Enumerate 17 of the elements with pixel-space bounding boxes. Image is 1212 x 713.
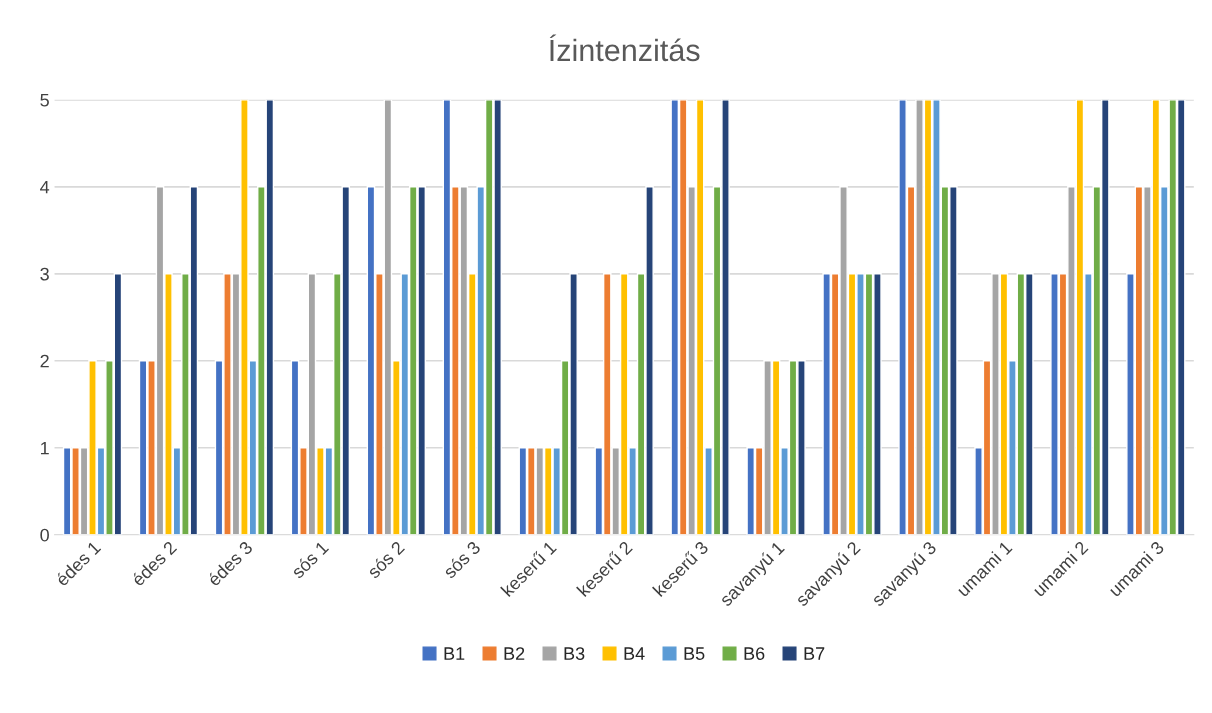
y-tick-label: 5 (40, 93, 49, 107)
legend-label: B2 (504, 647, 525, 660)
legend-label: B7 (804, 647, 825, 660)
legend-label: B6 (744, 647, 765, 660)
y-tick-label: 2 (40, 354, 49, 368)
legend-label: B3 (564, 647, 585, 660)
x-tick-label: sós 2 (366, 540, 406, 580)
x-tick-label: sós 3 (441, 540, 482, 580)
chart-title: Ízintenzitás (549, 34, 700, 62)
y-tick-label: 1 (41, 441, 49, 455)
legend-label: B5 (684, 647, 705, 660)
y-tick-label: 4 (40, 180, 50, 194)
y-tick-label: 0 (40, 528, 49, 542)
x-tick-label: sós 1 (290, 540, 330, 580)
y-tick-label: 3 (40, 267, 49, 281)
legend-label: B4 (624, 647, 645, 660)
legend-label: B1 (444, 647, 465, 660)
